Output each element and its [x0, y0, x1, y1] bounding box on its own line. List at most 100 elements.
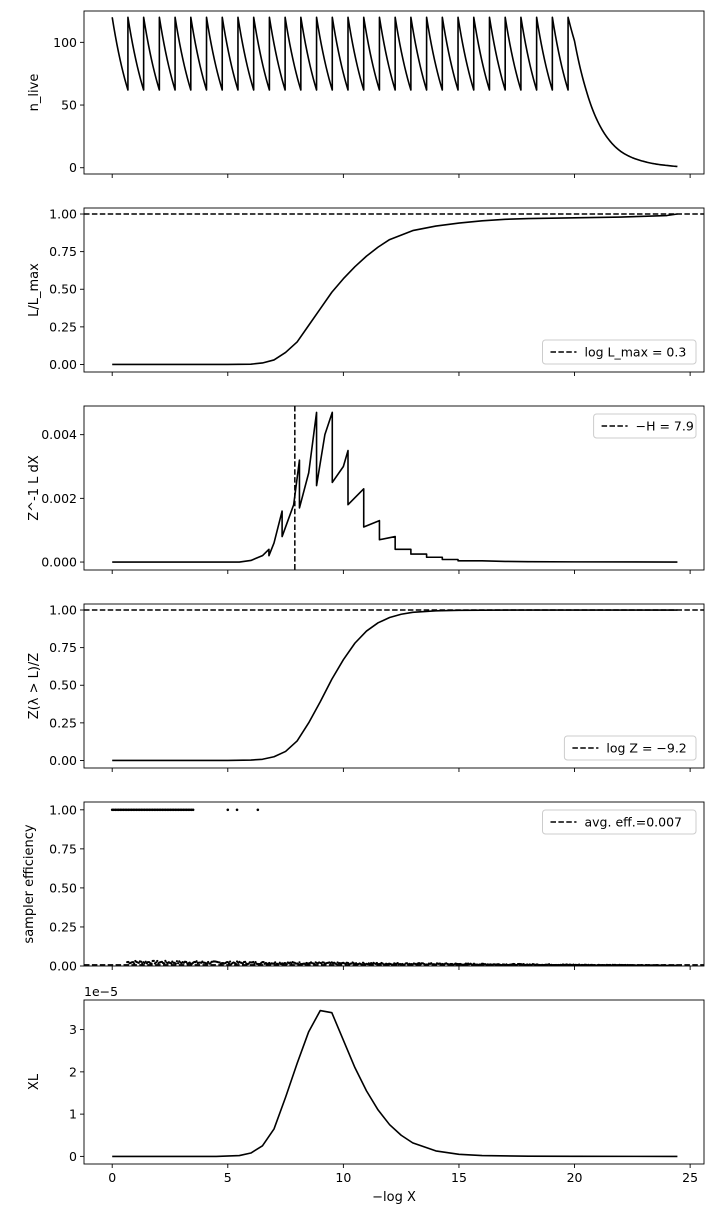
scatter-point [298, 961, 301, 964]
y-tick-label: 0.50 [49, 880, 77, 895]
scatter-point [164, 959, 167, 963]
panel-3: 0.000 0.002 0.004 Z^-1 L dX −H = 7.9 [27, 405, 705, 574]
y-tick-label: 0.004 [41, 427, 77, 442]
scatter-point [228, 960, 232, 963]
y-tick-label: 3 [69, 1022, 77, 1037]
scatter-point [170, 962, 173, 965]
axes-frame [83, 603, 705, 769]
x-tick-label: 5 [224, 1170, 232, 1185]
scatter-point [150, 962, 153, 965]
scatter-series-low [126, 959, 678, 966]
x-axis-label: −log X [372, 1190, 416, 1205]
legend: −H = 7.9 [593, 413, 697, 439]
scatter-point [156, 959, 159, 963]
series-line [112, 1009, 678, 1158]
series-line [112, 411, 678, 563]
y-axis-label: Z(λ > L)/Z [27, 653, 42, 720]
x-tick-label: 10 [335, 1170, 351, 1185]
scatter-point [163, 962, 166, 965]
scatter-point [234, 962, 237, 965]
axes-frame [83, 207, 705, 373]
plot-area [111, 16, 678, 168]
scatter-point [133, 962, 136, 965]
axes-frame [83, 801, 705, 967]
scatter-point [335, 963, 338, 966]
y-tick-label: 0.25 [49, 715, 77, 730]
scatter-point [227, 962, 231, 965]
y-tick-label: 0 [69, 1149, 77, 1164]
scatter-point [176, 962, 180, 965]
legend-box [542, 809, 697, 835]
scatter-point [241, 962, 244, 965]
legend-text: log L_max = 0.3 [585, 345, 687, 360]
y-tick-label: 0.00 [49, 357, 77, 372]
legend: log L_max = 0.3 [542, 339, 697, 365]
scatter-point [139, 960, 143, 963]
y-tick-label: 1.00 [49, 207, 77, 222]
y-tick-label: 1 [69, 1107, 77, 1122]
scatter-point [174, 962, 177, 965]
y-tick-label: 50 [61, 98, 77, 113]
legend-text: avg. eff.=0.007 [585, 815, 682, 830]
scatter-point [226, 808, 230, 812]
plot-area [84, 213, 704, 366]
scatter-point [285, 963, 288, 966]
legend-text: log Z = −9.2 [606, 741, 686, 756]
y-axis-label: XL [27, 1073, 42, 1090]
scatter-point [191, 808, 195, 812]
scatter-series-high [110, 808, 260, 812]
legend-box [542, 339, 697, 365]
panel-1: 0 50 100 n_live [27, 10, 705, 178]
scatter-point [152, 959, 155, 962]
scatter-point [252, 960, 255, 964]
scatter-point [195, 960, 198, 963]
y-tick-label: 2 [69, 1064, 77, 1079]
y-axis-label: sampler efficiency [22, 824, 37, 943]
series-line [112, 213, 678, 366]
y-tick-label: 0.75 [49, 841, 77, 856]
y-axis-label: n_live [27, 74, 42, 112]
y-tick-label: 0.75 [49, 244, 77, 259]
legend-text: −H = 7.9 [636, 419, 694, 434]
y-tick-label: 0.25 [49, 919, 77, 934]
scatter-point [235, 808, 239, 812]
scatter-point [297, 963, 300, 966]
series-line [111, 16, 678, 168]
plot-area [84, 808, 704, 966]
y-tick-label: 0.50 [49, 282, 77, 297]
panel-5: 0.00 0.25 0.50 0.75 1.00 sampler efficiency av… [22, 801, 705, 974]
legend-box [563, 735, 697, 761]
legend: avg. eff.=0.007 [542, 809, 697, 835]
y-tick-label: 1.00 [49, 802, 77, 817]
scatter-point [207, 960, 210, 964]
scatter-point [175, 960, 179, 963]
scatter-point [155, 961, 158, 964]
plot-area [112, 406, 678, 570]
scatter-point [360, 963, 363, 966]
y-tick-label: 0.75 [49, 640, 77, 655]
series-line [112, 609, 678, 762]
x-tick-label: 25 [682, 1170, 698, 1185]
y-tick-label: 0 [69, 160, 77, 175]
scatter-point [274, 961, 277, 964]
y-tick-label: 0.50 [49, 678, 77, 693]
y-tick-label: 100 [53, 35, 77, 50]
x-tick-label: 15 [451, 1170, 467, 1185]
y-tick-label: 0.002 [41, 491, 77, 506]
y-tick-label: 0.000 [41, 555, 77, 570]
axes-frame [83, 405, 705, 571]
panel-4: 0.00 0.25 0.50 0.75 1.00 Z(λ > L)/Z log Z = −9… [27, 603, 705, 772]
offset-text: 1e−5 [84, 984, 118, 999]
panel-6: 0 1 2 3 0 5 10 15 20 25 XL 1e−5 −log X [27, 984, 705, 1205]
scatter-point [256, 808, 260, 812]
y-tick-label: 1.00 [49, 603, 77, 618]
scatter-point [254, 960, 257, 964]
scatter-point [313, 962, 316, 966]
y-tick-label: 0.00 [49, 959, 77, 974]
y-axis-label: L/L_max [27, 263, 42, 317]
scatter-point [262, 961, 265, 964]
legend: log Z = −9.2 [563, 735, 697, 761]
y-tick-label: 0.25 [49, 319, 77, 334]
